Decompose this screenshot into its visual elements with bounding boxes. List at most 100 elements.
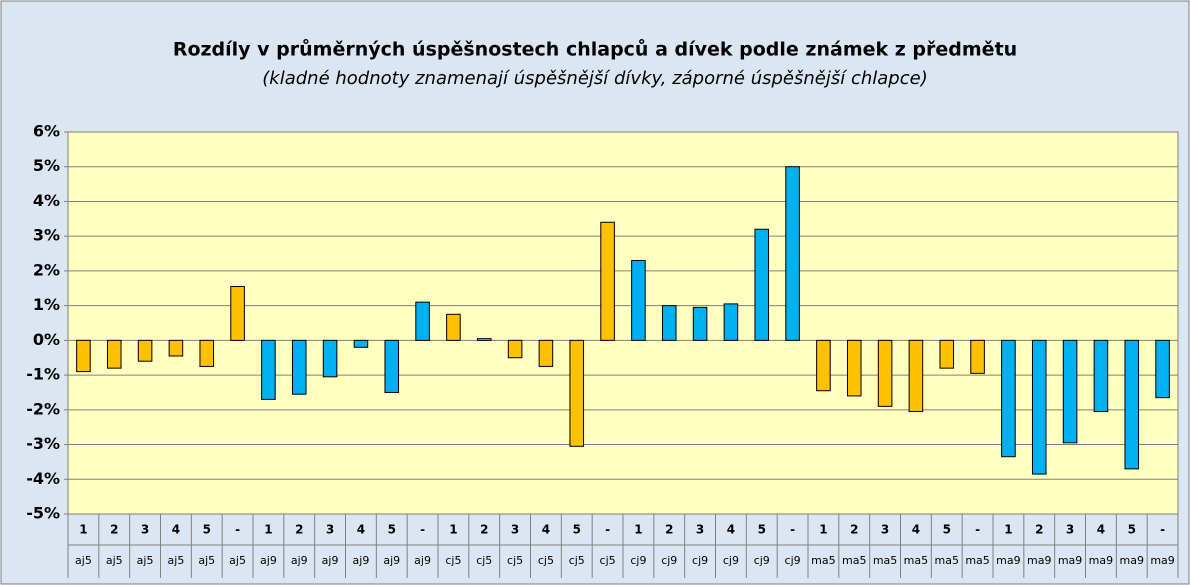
x-tick-label: 5: [573, 523, 581, 537]
x-group-label: ma9: [1120, 554, 1144, 567]
bar: [507, 339, 523, 359]
x-group-label: aj5: [137, 554, 154, 567]
x-group-label: aj5: [198, 554, 215, 567]
x-tick-label: 5: [758, 523, 766, 537]
x-tick-label: 4: [542, 523, 550, 537]
x-group-label: cj9: [754, 554, 770, 567]
bar: [908, 339, 924, 413]
bar: [661, 305, 677, 341]
bar: [291, 339, 307, 395]
x-tick-label: 4: [727, 523, 735, 537]
x-group-label: cj9: [692, 554, 708, 567]
y-tick-label: -3%: [26, 434, 60, 453]
x-tick-label: -: [420, 523, 425, 537]
x-group-label: cj5: [476, 554, 492, 567]
x-group-label: ma9: [1150, 554, 1174, 567]
x-group-label: cj5: [600, 554, 616, 567]
x-group-label: aj9: [414, 554, 431, 567]
x-tick-label: 2: [1035, 523, 1043, 537]
bar: [261, 339, 276, 400]
x-tick-label: 3: [326, 523, 334, 537]
bar: [384, 339, 400, 393]
x-tick-label: 5: [203, 523, 211, 537]
x-group-label: ma5: [904, 554, 928, 567]
x-tick-label: 2: [850, 523, 858, 537]
y-tick-label: 5%: [33, 156, 60, 175]
bar: [1124, 339, 1140, 470]
bar: [322, 339, 338, 378]
bar: [106, 339, 122, 369]
bar: [939, 339, 955, 369]
x-group-label: ma9: [1027, 554, 1051, 567]
bar: [631, 259, 646, 341]
bar: [846, 339, 862, 397]
x-tick-label: 2: [480, 523, 488, 537]
x-group-label: ma5: [842, 554, 866, 567]
bar: [754, 228, 770, 341]
bar: [569, 339, 585, 447]
x-group-label: cj9: [785, 554, 801, 567]
x-tick-label: 5: [943, 523, 951, 537]
x-tick-label: 3: [696, 523, 704, 537]
x-tick-label: 4: [1097, 523, 1105, 537]
bar: [230, 286, 245, 341]
bar: [415, 301, 430, 341]
x-tick-label: 4: [912, 523, 920, 537]
y-tick-label: -4%: [26, 469, 60, 488]
bar: [168, 339, 184, 357]
x-group-label: aj5: [168, 554, 185, 567]
x-tick-label: 1: [264, 523, 272, 537]
x-tick-label: 5: [1128, 523, 1136, 537]
x-group-label: aj5: [229, 554, 246, 567]
x-tick-label: 4: [172, 523, 180, 537]
y-tick-label: 2%: [33, 260, 60, 279]
bar: [1031, 339, 1047, 475]
x-tick-label: 1: [819, 523, 827, 537]
x-tick-label: 1: [449, 523, 457, 537]
bar: [538, 339, 554, 367]
y-tick-label: -5%: [26, 504, 60, 523]
x-group-label: ma9: [1058, 554, 1082, 567]
bar: [1062, 339, 1078, 444]
x-tick-label: 2: [110, 523, 118, 537]
x-tick-label: -: [1160, 523, 1165, 537]
x-tick-label: 1: [1004, 523, 1012, 537]
x-group-label: ma5: [873, 554, 897, 567]
x-group-label: ma5: [935, 554, 959, 567]
x-tick-label: 3: [1066, 523, 1074, 537]
x-tick-label: 3: [141, 523, 149, 537]
x-group-label: aj5: [106, 554, 123, 567]
x-group-label: cj9: [661, 554, 677, 567]
bar: [692, 306, 708, 341]
x-tick-label: -: [605, 523, 610, 537]
x-group-label: cj5: [507, 554, 523, 567]
x-group-label: aj9: [260, 554, 277, 567]
y-tick-label: 3%: [33, 226, 60, 245]
bar: [446, 313, 461, 341]
bar: [970, 339, 985, 374]
x-tick-label: 3: [511, 523, 519, 537]
x-tick-label: 2: [665, 523, 673, 537]
bar: [1093, 339, 1109, 413]
x-group-label: cj9: [723, 554, 739, 567]
bar: [877, 339, 893, 407]
x-tick-label: -: [235, 523, 240, 537]
bar: [785, 166, 800, 341]
x-group-label: cj9: [630, 554, 646, 567]
x-group-label: ma5: [811, 554, 835, 567]
bar: [1001, 339, 1016, 458]
x-tick-label: 2: [295, 523, 303, 537]
y-tick-label: 4%: [33, 191, 60, 210]
x-tick-label: -: [790, 523, 795, 537]
x-tick-label: 4: [357, 523, 365, 537]
x-group-label: aj5: [75, 554, 92, 567]
chart-title: Rozdíly v průměrných úspěšnostech chlapc…: [173, 38, 1017, 61]
x-tick-label: -: [975, 523, 980, 537]
x-group-label: cj5: [445, 554, 461, 567]
bar: [199, 339, 215, 367]
bar: [137, 339, 153, 362]
x-group-label: aj9: [383, 554, 400, 567]
y-tick-label: -2%: [26, 399, 60, 418]
y-tick-label: 0%: [33, 330, 60, 349]
